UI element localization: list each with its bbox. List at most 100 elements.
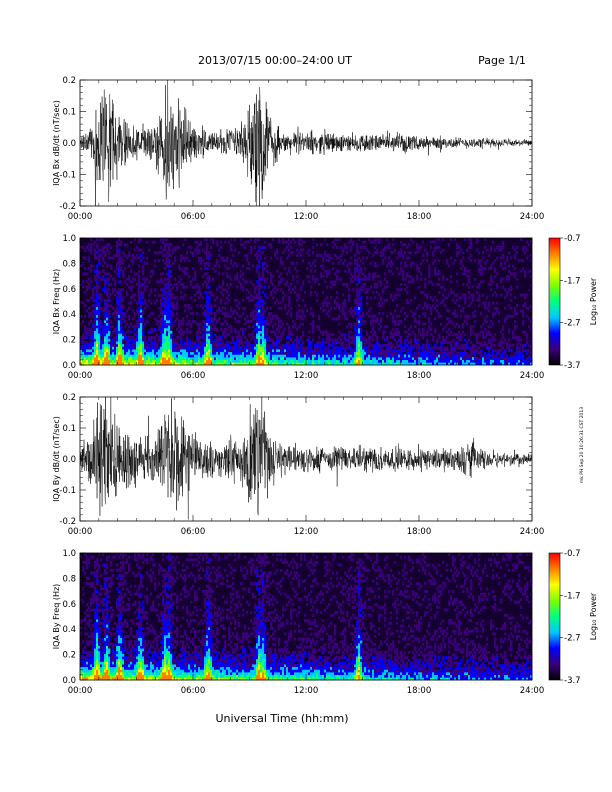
spectrogram-cell xyxy=(358,288,361,292)
spectrogram-cell xyxy=(442,238,445,241)
spectrogram-cell xyxy=(138,290,141,294)
spectrogram-cell xyxy=(104,309,107,313)
spectrogram-cell xyxy=(270,290,273,294)
spectrogram-cell xyxy=(396,343,399,347)
spectrogram-cell xyxy=(310,359,313,363)
spectrogram-cell xyxy=(238,280,241,284)
spectrogram-cell xyxy=(232,264,235,268)
spectrogram-cell xyxy=(98,261,101,265)
spectrogram-cell xyxy=(352,275,355,278)
spectrogram-cell xyxy=(188,275,191,278)
spectrogram-cell xyxy=(396,359,399,363)
spectrogram-cell xyxy=(324,341,327,345)
spectrogram-cell xyxy=(236,338,239,342)
spectrogram-cell xyxy=(516,362,519,366)
spectrogram-cell xyxy=(244,245,247,249)
spectrogram-cell xyxy=(160,330,163,334)
spectrogram-cell xyxy=(432,261,435,265)
spectrogram-cell xyxy=(194,293,197,297)
spectrogram-cell xyxy=(306,309,309,313)
spectrogram-cell xyxy=(182,282,185,286)
spectrogram-cell xyxy=(454,259,457,263)
spectrogram-cell xyxy=(256,325,259,329)
spectrogram-cell xyxy=(94,298,97,302)
spectrogram-cell xyxy=(176,285,179,289)
spectrogram-cell xyxy=(406,264,409,268)
spectrogram-cell xyxy=(120,240,123,244)
spectrogram-cell xyxy=(420,362,423,366)
spectrogram-cell xyxy=(514,327,517,331)
y-axis-label: IQA Bx Freq (Hz) xyxy=(52,269,61,335)
spectrogram-cell xyxy=(394,330,397,334)
spectrogram-cell xyxy=(172,293,175,297)
spectrogram-cell xyxy=(400,354,403,358)
spectrogram-cell xyxy=(302,248,305,252)
spectrogram-cell xyxy=(428,264,431,268)
spectrogram-cell xyxy=(172,248,175,252)
spectrogram-cell xyxy=(316,354,319,358)
spectrogram-cell xyxy=(142,309,145,313)
spectrogram-cell xyxy=(224,301,227,305)
spectrogram-cell xyxy=(292,346,295,350)
spectrogram-cell xyxy=(442,335,445,339)
spectrogram-cell xyxy=(246,354,249,358)
spectrogram-cell xyxy=(342,343,345,347)
spectrogram-cell xyxy=(264,354,267,358)
spectrogram-cell xyxy=(120,335,123,339)
spectrogram-cell xyxy=(118,320,121,323)
spectrogram-cell xyxy=(104,288,107,292)
spectrogram-cell xyxy=(356,277,359,281)
spectrogram-cell xyxy=(366,341,369,345)
spectrogram-cell xyxy=(118,338,121,342)
spectrogram-cell xyxy=(84,349,87,353)
spectrogram-cell xyxy=(436,238,439,241)
spectrogram-cell xyxy=(516,304,519,308)
spectrogram-cell xyxy=(96,269,99,273)
spectrogram-cell xyxy=(92,293,95,297)
spectrogram-cell xyxy=(98,296,101,300)
spectrogram-cell xyxy=(260,362,263,366)
spectrogram-cell xyxy=(352,341,355,345)
spectrogram-cell xyxy=(150,359,153,363)
spectrogram-cell xyxy=(200,267,203,271)
spectrogram-cell xyxy=(352,288,355,292)
spectrogram-cell xyxy=(444,296,447,300)
spectrogram-cell xyxy=(120,357,123,361)
spectrogram-cell xyxy=(494,338,497,342)
spectrogram-cell xyxy=(118,293,121,297)
spectrogram-cell xyxy=(186,362,189,366)
spectrogram-cell xyxy=(278,330,281,334)
spectrogram-cell xyxy=(244,359,247,363)
spectrogram-cell xyxy=(134,298,137,302)
spectrogram-cell xyxy=(82,245,85,249)
spectrogram-cell xyxy=(178,325,181,329)
spectrogram-cell xyxy=(388,354,391,358)
spectrogram-cell xyxy=(392,238,395,241)
spectrogram-cell xyxy=(492,338,495,342)
spectrogram-cell xyxy=(106,314,109,318)
spectrogram-cell xyxy=(232,341,235,345)
spectrogram-cell xyxy=(314,357,317,361)
spectrogram-cell xyxy=(216,261,219,265)
spectrogram-cell xyxy=(418,346,421,350)
spectrogram-cell xyxy=(264,256,267,260)
spectrogram-cell xyxy=(198,341,201,345)
spectrogram-cell xyxy=(524,330,527,334)
spectrogram-cell xyxy=(520,354,523,358)
spectrogram-cell xyxy=(226,314,229,318)
spectrogram-cell xyxy=(164,330,167,334)
spectrogram-cell xyxy=(118,304,121,308)
spectrogram-cell xyxy=(370,357,373,361)
spectrogram-cell xyxy=(146,277,149,281)
spectrogram-cell xyxy=(370,314,373,318)
spectrogram-cell xyxy=(330,359,333,363)
spectrogram-cell xyxy=(116,346,119,350)
spectrogram-cell xyxy=(94,320,97,323)
spectrogram-cell xyxy=(162,359,165,363)
spectrogram-cell xyxy=(162,288,165,292)
spectrogram-cell xyxy=(418,245,421,249)
spectrogram-cell xyxy=(112,341,115,345)
spectrogram-cell xyxy=(160,245,163,249)
spectrogram-cell xyxy=(466,351,469,355)
spectrogram-cell xyxy=(166,298,169,302)
